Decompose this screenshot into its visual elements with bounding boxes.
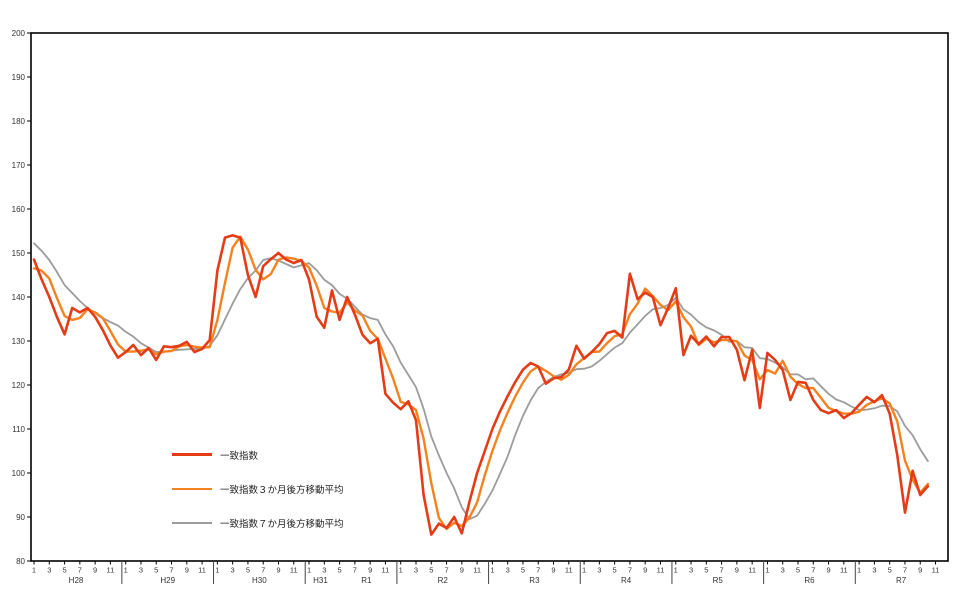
x-year-label: R2 — [438, 576, 449, 585]
x-month-label: 3 — [322, 566, 326, 575]
y-axis-tick-label: 160 — [12, 205, 26, 214]
legend-label-7month-moving-average: 一致指数７か月後方移動平均 — [220, 518, 344, 530]
x-month-label: 1 — [32, 566, 36, 575]
x-month-label: 9 — [368, 566, 372, 575]
x-month-label: 5 — [338, 566, 342, 575]
x-month-label: 7 — [536, 566, 540, 575]
x-month-label: 1 — [857, 566, 861, 575]
x-month-label: 5 — [888, 566, 892, 575]
legend-line-swatch-red — [172, 453, 212, 456]
x-month-label: 9 — [826, 566, 830, 575]
x-month-label: 5 — [62, 566, 66, 575]
x-month-label: 11 — [932, 566, 940, 575]
y-axis-tick-label: 120 — [12, 381, 26, 390]
x-year-label: H29 — [160, 576, 175, 585]
x-month-label: 7 — [353, 566, 357, 575]
x-month-label: 9 — [918, 566, 922, 575]
x-month-label: 9 — [276, 566, 280, 575]
x-year-label: R4 — [621, 576, 632, 585]
x-year-label: H31 — [313, 576, 328, 585]
legend-item-coincident-index: 一致指数 — [172, 448, 344, 462]
legend-label-coincident-index: 一致指数 — [220, 450, 259, 462]
x-month-label: 5 — [796, 566, 800, 575]
x-month-label: 11 — [290, 566, 298, 575]
x-month-label: 9 — [735, 566, 739, 575]
x-month-label: 7 — [811, 566, 815, 575]
x-month-label: 11 — [382, 566, 390, 575]
x-month-label: 11 — [107, 566, 115, 575]
series-line-0 — [32, 234, 930, 536]
x-month-label: 3 — [139, 566, 143, 575]
legend-line-swatch-orange — [172, 487, 212, 490]
x-year-label: H30 — [252, 576, 267, 585]
x-month-label: 1 — [582, 566, 586, 575]
legend-item-7month-moving-average: 一致指数７か月後方移動平均 — [172, 516, 344, 530]
x-month-label: 1 — [124, 566, 128, 575]
x-month-label: 1 — [215, 566, 219, 575]
x-month-label: 11 — [565, 566, 573, 575]
y-axis-tick-label: 80 — [16, 557, 25, 566]
x-year-label: R5 — [713, 576, 724, 585]
y-axis-tick-label: 140 — [12, 293, 26, 302]
x-year-label: R6 — [804, 576, 815, 585]
x-month-label: 7 — [628, 566, 632, 575]
x-month-label: 9 — [643, 566, 647, 575]
series-line-1 — [32, 235, 930, 531]
x-month-label: 7 — [78, 566, 82, 575]
x-month-label: 1 — [765, 566, 769, 575]
y-axis-tick-label: 190 — [12, 73, 26, 82]
x-month-label: 7 — [444, 566, 448, 575]
x-month-label: 9 — [185, 566, 189, 575]
x-month-label: 3 — [597, 566, 601, 575]
x-month-label: 7 — [903, 566, 907, 575]
legend-label-3month-moving-average: 一致指数３か月後方移動平均 — [220, 484, 344, 496]
x-month-label: 3 — [781, 566, 785, 575]
legend-item-3month-moving-average: 一致指数３か月後方移動平均 — [172, 482, 344, 496]
x-month-label: 5 — [521, 566, 525, 575]
x-month-label: 1 — [490, 566, 494, 575]
x-month-label: 11 — [748, 566, 756, 575]
x-year-label: H28 — [69, 576, 84, 585]
x-month-label: 3 — [414, 566, 418, 575]
chart-legend: 一致指数 一致指数３か月後方移動平均 一致指数７か月後方移動平均 — [172, 448, 344, 530]
x-month-label: 5 — [154, 566, 158, 575]
x-month-label: 3 — [47, 566, 51, 575]
x-month-label: 11 — [657, 566, 665, 575]
y-axis-tick-label: 100 — [12, 469, 26, 478]
x-month-label: 1 — [399, 566, 403, 575]
x-year-label: R7 — [896, 576, 907, 585]
x-month-label: 7 — [720, 566, 724, 575]
x-month-label: 1 — [307, 566, 311, 575]
x-month-label: 3 — [231, 566, 235, 575]
x-month-label: 5 — [704, 566, 708, 575]
y-axis-tick-label: 110 — [12, 425, 25, 434]
x-month-label: 11 — [840, 566, 848, 575]
y-axis-tick-label: 90 — [16, 513, 25, 522]
plot-border — [30, 32, 949, 562]
legend-line-swatch-gray — [172, 521, 212, 524]
y-axis-tick-label: 180 — [12, 117, 26, 126]
x-month-label: 3 — [872, 566, 876, 575]
x-month-label: 7 — [261, 566, 265, 575]
x-year-label: R3 — [529, 576, 540, 585]
x-month-label: 9 — [93, 566, 97, 575]
x-month-label: 3 — [689, 566, 693, 575]
x-month-label: 1 — [674, 566, 678, 575]
x-month-label: 11 — [198, 566, 206, 575]
x-month-label: 5 — [246, 566, 250, 575]
y-axis-tick-label: 200 — [12, 29, 26, 38]
x-month-label: 9 — [460, 566, 464, 575]
y-axis-tick-label: 170 — [12, 161, 26, 170]
x-year-label: R1 — [361, 576, 372, 585]
x-month-label: 5 — [613, 566, 617, 575]
x-month-label: 5 — [429, 566, 433, 575]
x-month-label: 3 — [506, 566, 510, 575]
y-axis-tick-label: 150 — [12, 249, 26, 258]
x-month-label: 11 — [473, 566, 481, 575]
x-month-label: 7 — [169, 566, 173, 575]
y-axis-tick-label: 130 — [12, 337, 26, 346]
x-month-label: 9 — [551, 566, 555, 575]
